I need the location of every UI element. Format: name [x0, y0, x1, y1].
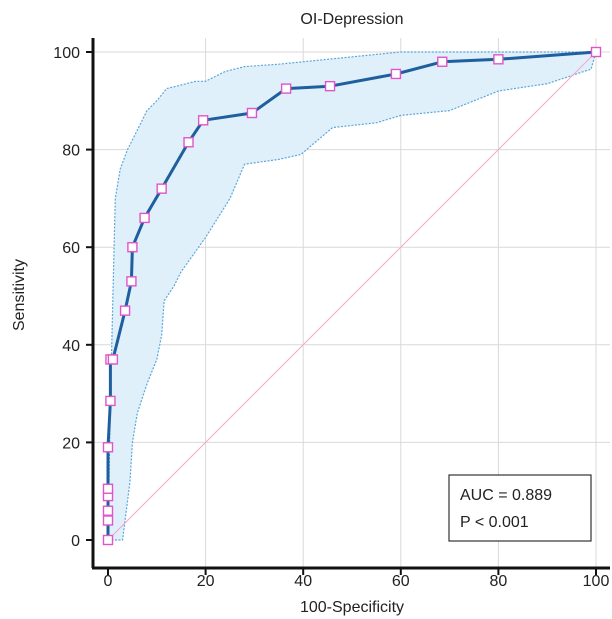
- x-tick-label: 20: [197, 573, 215, 590]
- y-tick-label: 100: [53, 45, 80, 62]
- y-tick-label: 80: [62, 143, 80, 160]
- roc-point: [102, 534, 114, 546]
- roc-point: [590, 46, 602, 58]
- roc-point: [197, 115, 209, 126]
- roc-point: [102, 483, 114, 494]
- x-axis-label: 100-Specificity: [300, 599, 404, 616]
- y-tick-label: 0: [71, 533, 80, 550]
- roc-point: [437, 56, 448, 67]
- roc-point: [105, 395, 116, 407]
- roc-point: [493, 54, 504, 65]
- chart-title: OI-Depression: [300, 11, 403, 28]
- diagonal-reference-line: [107, 51, 597, 541]
- reference-line: [107, 51, 597, 541]
- roc-point: [102, 442, 114, 453]
- roc-point: [107, 354, 119, 365]
- x-tick-label: 40: [294, 573, 312, 590]
- tick-labels: 0 20 40 60 80 100 0 20 40 60 80 100: [53, 45, 609, 590]
- y-tick-label: 20: [62, 435, 80, 452]
- roc-point: [126, 276, 137, 287]
- auc-text: AUC = 0.889: [460, 487, 552, 504]
- roc-point: [127, 241, 138, 253]
- roc-point: [246, 107, 258, 119]
- roc-point: [390, 68, 402, 80]
- y-tick-label: 40: [62, 338, 80, 355]
- x-tick-label: 100: [583, 573, 610, 590]
- p-value-text: P < 0.001: [460, 514, 529, 531]
- roc-point: [139, 212, 150, 224]
- roc-point: [183, 137, 194, 148]
- roc-point: [119, 305, 131, 316]
- roc-point: [156, 183, 167, 194]
- roc-point: [102, 505, 114, 516]
- confidence-band-upper: [107, 51, 596, 541]
- axes: [86, 38, 610, 575]
- confidence-band-lower: [108, 51, 597, 541]
- auc-annotation-box: AUC = 0.889 P < 0.001: [448, 474, 592, 542]
- roc-point: [280, 83, 292, 94]
- x-tick-label: 0: [104, 573, 113, 590]
- roc-point: [324, 80, 336, 92]
- x-tick-label: 60: [392, 573, 410, 590]
- x-tick-label: 80: [490, 573, 508, 590]
- roc-point: [102, 515, 114, 526]
- confidence-band: [107, 51, 597, 541]
- roc-markers: [102, 46, 602, 546]
- confidence-band-fill: [108, 52, 596, 540]
- annotation-frame: [448, 474, 592, 542]
- y-axis-label: Sensitivity: [11, 259, 28, 331]
- y-tick-label: 60: [62, 240, 80, 257]
